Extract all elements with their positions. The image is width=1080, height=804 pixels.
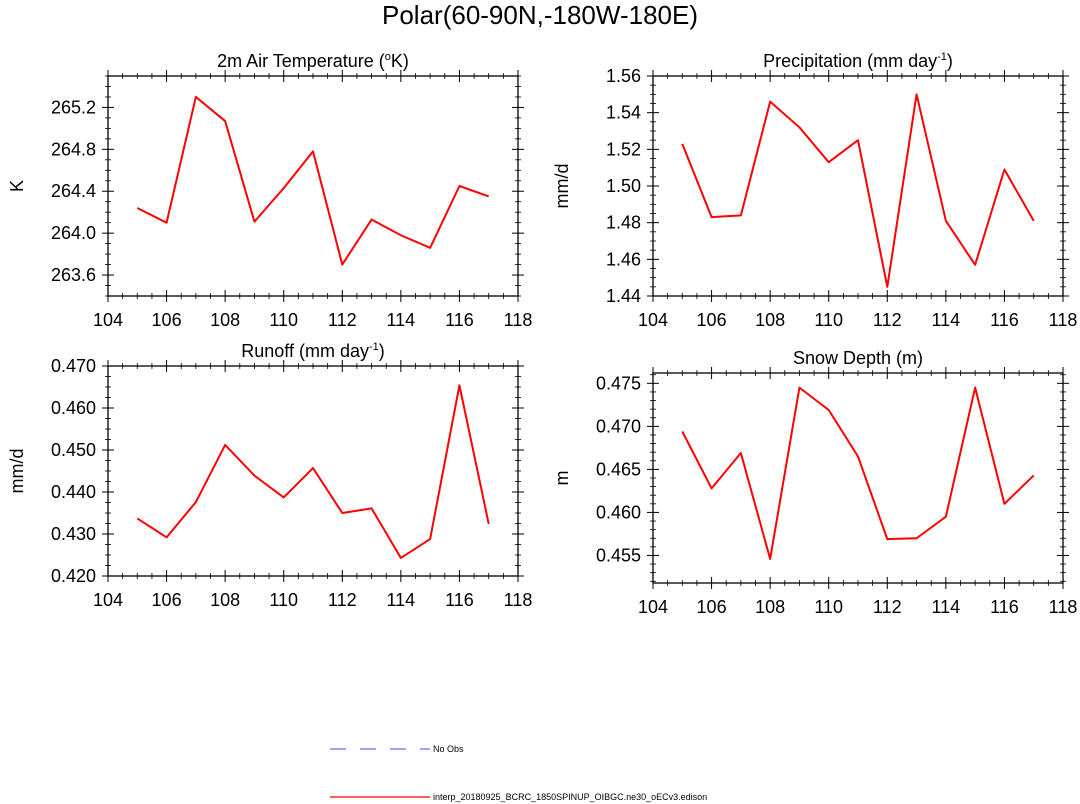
y-axis-title: mm/d [552,164,572,209]
x-tick-label: 116 [445,310,474,330]
y-tick-label: 0.465 [596,459,641,479]
y-tick-label: 264.4 [51,181,96,201]
axis-ticks [102,360,524,582]
panel-title-main: Snow Depth (m) [793,348,923,368]
y-tick-label: 0.475 [596,373,641,393]
y-tick-label: 0.470 [51,356,96,376]
y-tick-label: 0.470 [596,416,641,436]
y-axis-title: m [552,471,572,486]
panel-title-main: Runoff (mm day [241,341,369,361]
legend: No Obs interp_20180925_BCRC_1850SPINUP_OI… [330,744,707,802]
panel-title-tail: ) [947,51,953,71]
x-tick-label: 110 [814,310,843,330]
panel-title: 2m Air Temperature (oK) [217,51,409,71]
x-tick-label: 116 [445,590,474,610]
x-tick-label: 108 [755,310,785,330]
panel-title: Runoff (mm day-1) [241,341,385,361]
x-tick-label: 118 [1049,597,1078,617]
series-line-0 [136,384,490,559]
series-line-0 [136,95,490,266]
plot-frame [652,75,1064,297]
panel-snow: Snow Depth (m) 104 106 108 110 112 114 116 118 0.… [552,348,1077,617]
x-tick-label: 106 [697,597,727,617]
panel-title: Snow Depth (m) [793,348,923,368]
x-tick-label: 114 [387,590,416,610]
x-tick-label: 114 [932,310,961,330]
panel-runoff: Runoff (mm day-1) 104 106 108 110 112 114 116 11… [7,341,532,610]
x-tick-label: 110 [269,310,298,330]
y-tick-label: 0.460 [596,502,641,522]
y-tick-label: 0.420 [51,566,96,586]
x-tick-label: 104 [93,310,123,330]
y-tick-label: 0.460 [51,398,96,418]
y-tick-label: 264.8 [51,139,96,159]
x-tick-label: 116 [990,597,1019,617]
x-tick-label: 118 [504,590,533,610]
panels: 2m Air Temperature (oK)104 106 108 110 112 11… [7,51,1077,617]
panel-temp: 2m Air Temperature (oK) 104 106 108 110 112 11… [7,51,532,330]
y-tick-label: 1.52 [606,139,641,159]
y-axis-title: mm/d [7,449,27,494]
series-line-0 [681,386,1035,560]
x-tick-label: 118 [504,310,533,330]
panel-title-main: Precipitation (mm day [763,51,937,71]
x-tick-label: 104 [638,310,668,330]
x-tick-label: 108 [755,597,785,617]
y-tick-label: 0.455 [596,545,641,565]
x-tick-label: 112 [328,590,357,610]
x-tick-label: 104 [93,590,123,610]
y-tick-label: 1.44 [606,286,641,306]
y-tick-label: 264.0 [51,223,96,243]
plot-frame [652,372,1064,584]
series-line-0 [681,93,1035,288]
y-tick-label: 0.430 [51,524,96,544]
x-tick-label: 112 [873,597,902,617]
panel-title: Precipitation (mm day-1) [763,51,953,71]
x-tick-label: 108 [210,590,240,610]
x-tick-label: 106 [152,310,182,330]
panel-title-tail: K) [391,51,409,71]
y-tick-label: 0.450 [51,440,96,460]
panel-precip: Precipitation (mm day-1) 104 106 108 110 112 1… [552,51,1077,330]
y-tick-label: 0.440 [51,482,96,502]
y-tick-label: 1.46 [606,249,641,269]
panel-title-sup: -1 [369,341,379,353]
x-tick-label: 114 [932,597,961,617]
panel-title-sup: o [385,51,391,63]
plot-frame [107,75,519,297]
legend-label-0: No Obs [433,744,464,754]
panel-title-main: 2m Air Temperature ( [217,51,385,71]
axis-ticks [647,70,1069,302]
axis-ticks [102,70,524,302]
x-tick-label: 106 [152,590,182,610]
main-title: Polar(60-90N,-180W-180E) [382,0,698,30]
x-tick-label: 104 [638,597,668,617]
x-tick-label: 108 [210,310,240,330]
x-tick-label: 110 [814,597,843,617]
y-tick-label: 263.6 [51,265,96,285]
x-tick-label: 112 [328,310,357,330]
panel-title-tail: ) [379,341,385,361]
y-axis-title: K [7,180,27,192]
x-tick-label: 106 [697,310,727,330]
y-tick-label: 1.50 [606,176,641,196]
x-tick-label: 112 [873,310,902,330]
y-tick-label: 1.48 [606,213,641,233]
x-tick-label: 114 [387,310,416,330]
y-tick-label: 1.54 [606,103,641,123]
x-tick-label: 110 [269,590,298,610]
y-tick-label: 1.56 [606,66,641,86]
axis-ticks [647,367,1069,589]
y-tick-label: 265.2 [51,97,96,117]
x-tick-label: 116 [990,310,1019,330]
legend-label-1: interp_20180925_BCRC_1850SPINUP_OIBGC.ne… [433,792,707,802]
x-tick-label: 118 [1049,310,1078,330]
panel-title-sup: -1 [937,51,947,63]
